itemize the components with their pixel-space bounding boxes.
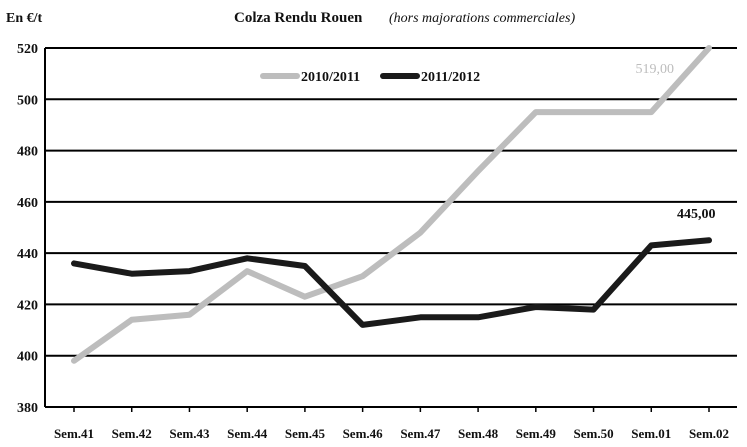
x-tick-label: Sem.50 — [573, 426, 613, 441]
end-label-2011-2012: 445,00 — [677, 207, 716, 222]
y-tick-label: 400 — [17, 350, 38, 365]
y-tick-label: 420 — [17, 298, 38, 313]
x-tick-label: Sem.42 — [112, 426, 152, 441]
x-tick-label: Sem.02 — [689, 426, 729, 441]
y-tick-label: 380 — [17, 401, 38, 416]
series-line-2010-2011 — [71, 45, 712, 364]
grid-layer — [44, 47, 737, 408]
x-tick-label: Sem.48 — [458, 426, 499, 441]
x-tick-label: Sem.43 — [169, 426, 210, 441]
x-tick-label: Sem.45 — [285, 426, 326, 441]
series-line-2011-2012 — [71, 237, 712, 328]
x-axis-ticks: Sem.41 Sem.42 Sem.43 Sem.44 Sem.45 Sem.46 Sem.… — [54, 407, 729, 441]
y-tick-label: 500 — [17, 93, 38, 108]
legend: 2010/2011 2011/2012 — [260, 70, 480, 85]
end-label-2010-2011: 519,00 — [636, 62, 675, 77]
x-tick-label: Sem.49 — [516, 426, 557, 441]
y-tick-label: 480 — [17, 145, 38, 160]
y-axis-ticks: 380 400 420 440 460 480 500 520 — [17, 42, 38, 416]
x-tick-label: Sem.41 — [54, 426, 94, 441]
unit-label: En €/t — [6, 11, 43, 26]
chart-title: Colza Rendu Rouen — [234, 10, 363, 26]
x-tick-label: Sem.46 — [343, 426, 384, 441]
x-tick-label: Sem.47 — [400, 426, 441, 441]
series-layer — [71, 45, 712, 364]
legend-label-2010-2011: 2010/2011 — [301, 70, 360, 85]
x-tick-label: Sem.44 — [227, 426, 268, 441]
y-tick-label: 460 — [17, 196, 38, 211]
chart-subtitle: (hors majorations commerciales) — [389, 11, 575, 26]
y-tick-label: 440 — [17, 247, 38, 262]
x-tick-label: Sem.01 — [631, 426, 671, 441]
y-tick-label: 520 — [17, 42, 38, 57]
legend-label-2011-2012: 2011/2012 — [421, 70, 480, 85]
